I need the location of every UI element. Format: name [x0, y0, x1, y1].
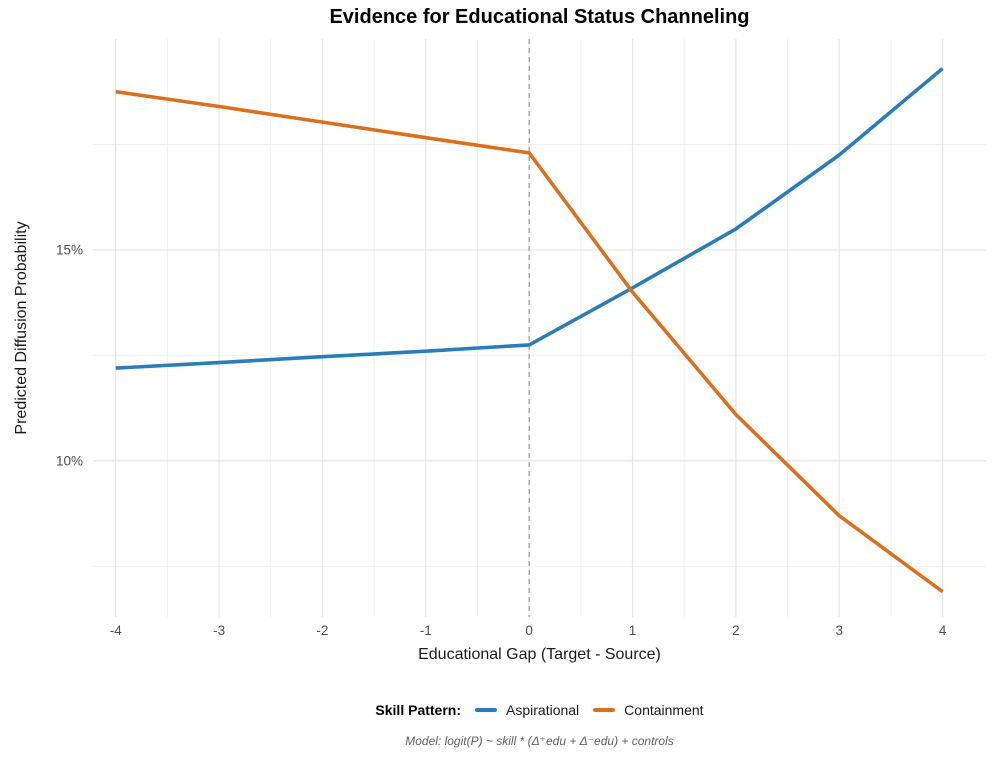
legend-label-containment: Containment [624, 702, 704, 718]
model-caption: Model: logit(P) ~ skill * (Δ⁺edu + Δ⁻edu… [405, 734, 674, 748]
x-tick-label: -4 [109, 623, 122, 638]
legend-title: Skill Pattern: [375, 702, 462, 718]
x-axis-tick-labels: -4 -3 -2 -1 0 1 2 3 4 [93, 623, 986, 639]
x-tick-label: 3 [835, 623, 843, 638]
x-tick-label: 1 [628, 623, 637, 638]
series-line-aspirational [115, 67, 944, 370]
plot-svg [93, 39, 986, 617]
legend-item-containment: Containment [593, 702, 704, 718]
x-axis-title: Educational Gap (Target - Source) [418, 646, 661, 663]
legend-item-aspirational: Aspirational [475, 702, 579, 718]
y-tick-label: 10% [55, 453, 83, 469]
legend: Skill Pattern: Aspirational Containment [93, 699, 986, 721]
legend-label-aspirational: Aspirational [506, 702, 580, 718]
x-tick-label: 4 [938, 623, 947, 638]
containment-line-swatch [593, 708, 616, 712]
aspirational-line-swatch [475, 708, 498, 712]
x-tick-label: 0 [525, 623, 533, 638]
series-line-containment [115, 89, 944, 594]
x-tick-label: -2 [316, 623, 329, 638]
x-tick-label: 2 [732, 623, 740, 638]
chart-title: Evidence for Educational Status Channeli… [329, 6, 750, 28]
x-tick-label: -3 [213, 623, 226, 638]
y-tick-label: 15% [55, 242, 83, 258]
x-tick-label: -1 [419, 623, 432, 638]
y-axis-tick-labels: 10% 15% [0, 0, 88, 762]
plot-area [93, 39, 986, 617]
